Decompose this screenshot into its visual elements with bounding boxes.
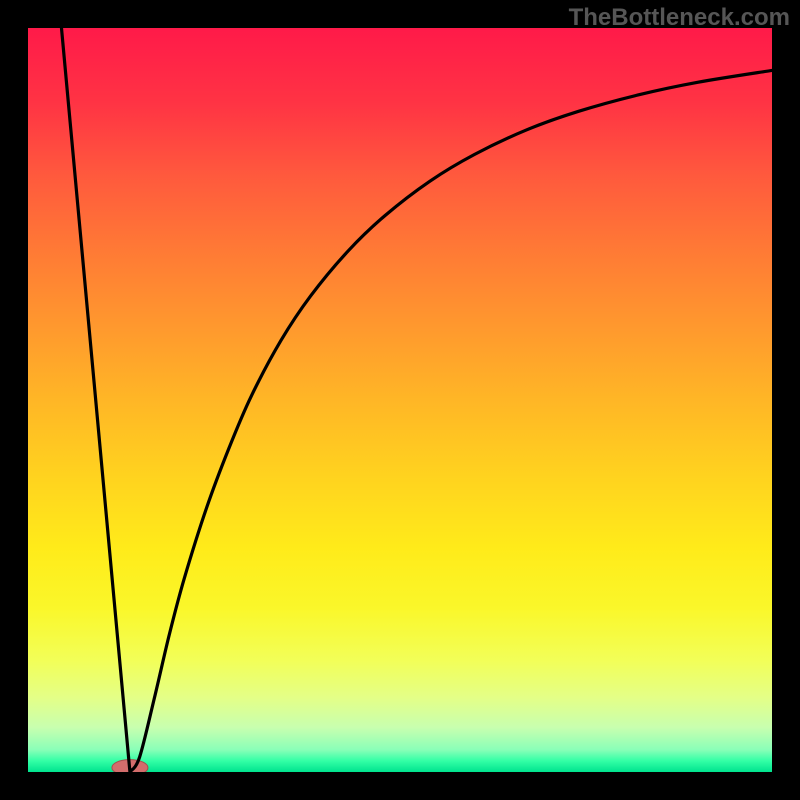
chart-container: TheBottleneck.com [0,0,800,800]
chart-svg [28,28,772,772]
plot-area [28,28,772,772]
watermark-text: TheBottleneck.com [569,4,790,32]
gradient-background [28,28,772,772]
